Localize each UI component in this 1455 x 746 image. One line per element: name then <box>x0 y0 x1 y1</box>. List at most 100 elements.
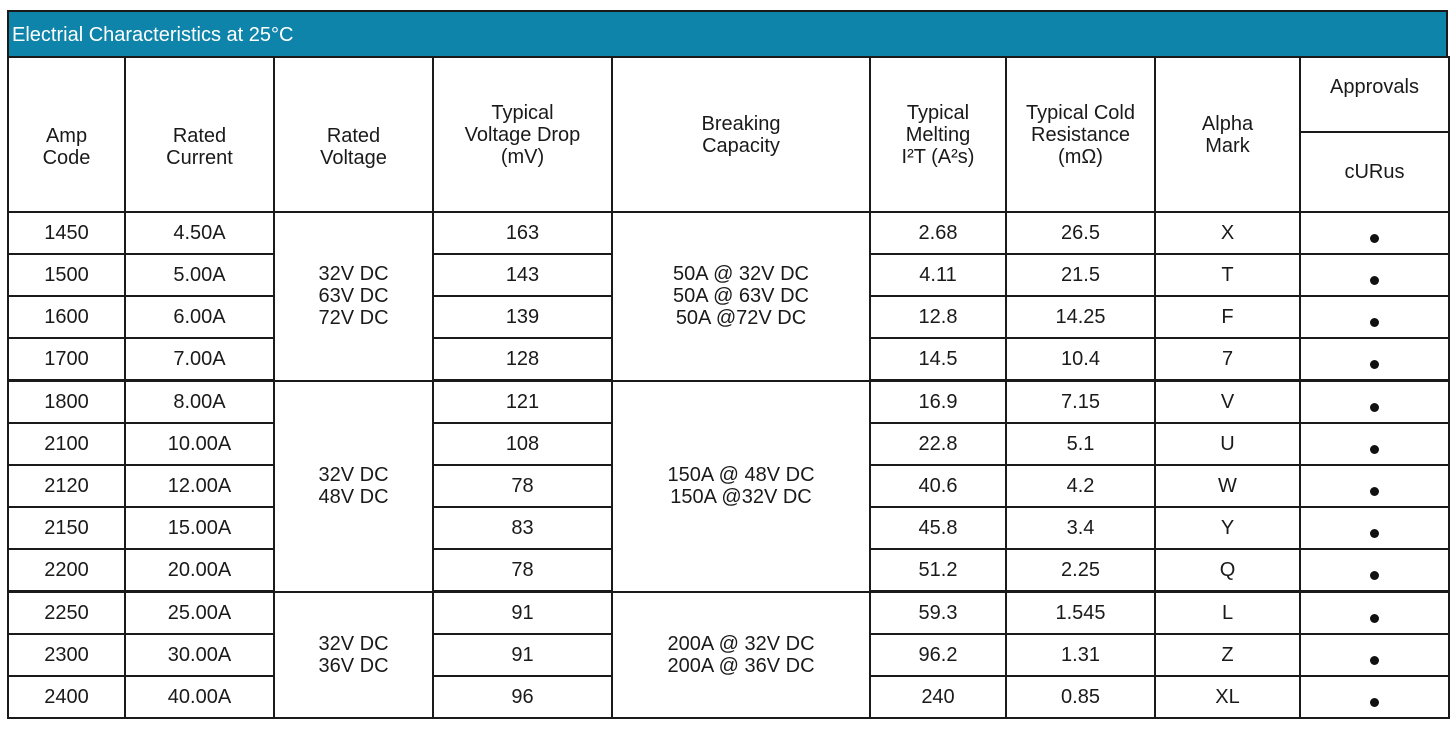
cell-rated-current: 5.00A <box>124 253 275 297</box>
rated-voltage-text: 32V DC 63V DC 72V DC <box>318 263 389 330</box>
cell-cold-resistance: 21.5 <box>1005 253 1156 297</box>
cell-rated-voltage-group: 32V DC 48V DC <box>273 379 434 593</box>
cell-rated-current: 25.00A <box>124 590 275 635</box>
table-row: 2300 30.00A 91 96.2 1.31 Z <box>7 633 1450 677</box>
table-header: Amp Code Rated Current Rated Voltage Typ… <box>7 56 1450 213</box>
cell-rated-current: 30.00A <box>124 633 275 677</box>
cell-amp-code: 1600 <box>7 295 126 339</box>
cell-alpha-mark: Z <box>1154 633 1301 677</box>
cell-breaking-capacity-group: 50A @ 32V DC 50A @ 63V DC 50A @72V DC <box>611 211 871 382</box>
cell-rated-current: 4.50A <box>124 211 275 255</box>
header-melting: Typical Melting I²T (A²s) <box>869 56 1007 213</box>
approval-bullet-icon <box>1370 529 1379 538</box>
cell-melting: 12.8 <box>869 295 1007 339</box>
breaking-capacity-text: 200A @ 32V DC 200A @ 36V DC <box>667 632 815 677</box>
cell-alpha-mark: T <box>1154 253 1301 297</box>
cell-rated-current: 10.00A <box>124 422 275 466</box>
cell-curus-approval <box>1299 633 1450 677</box>
cell-voltage-drop: 121 <box>432 379 613 424</box>
cell-amp-code: 1800 <box>7 379 126 424</box>
cell-cold-resistance: 5.1 <box>1005 422 1156 466</box>
cell-rated-current: 15.00A <box>124 506 275 550</box>
cell-voltage-drop: 78 <box>432 548 613 593</box>
table-row: 2120 12.00A 78 40.6 4.2 W <box>7 464 1450 508</box>
cell-alpha-mark: W <box>1154 464 1301 508</box>
cell-breaking-capacity-group: 150A @ 48V DC 150A @32V DC <box>611 379 871 593</box>
cell-cold-resistance: 1.31 <box>1005 633 1156 677</box>
cell-rated-current: 12.00A <box>124 464 275 508</box>
header-amp-code: Amp Code <box>7 56 126 213</box>
cell-amp-code: 2150 <box>7 506 126 550</box>
approval-bullet-icon <box>1370 276 1379 285</box>
table-body: 1450 4.50A 32V DC 63V DC 72V DC 163 50A @ 32… <box>7 211 1450 719</box>
table-row: 1800 8.00A 32V DC 48V DC 121 150A @ 48V DC 1… <box>7 379 1450 593</box>
cell-amp-code: 2250 <box>7 590 126 635</box>
cell-voltage-drop: 91 <box>432 633 613 677</box>
cell-curus-approval <box>1299 253 1450 297</box>
cell-alpha-mark: XL <box>1154 675 1301 719</box>
rated-voltage-text: 32V DC 36V DC <box>318 632 389 677</box>
cell-voltage-drop: 108 <box>432 422 613 466</box>
cell-cold-resistance: 1.545 <box>1005 590 1156 635</box>
cell-melting: 14.5 <box>869 337 1007 382</box>
cell-melting: 2.68 <box>869 211 1007 255</box>
cell-curus-approval <box>1299 590 1450 635</box>
table-row: 2250 25.00A 32V DC 36V DC 91 200A @ 32V DC 2… <box>7 590 1450 719</box>
electrical-characteristics-table: Amp Code Rated Current Rated Voltage Typ… <box>7 56 1450 719</box>
table-row: 1450 4.50A 32V DC 63V DC 72V DC 163 50A @ 32… <box>7 211 1450 382</box>
approval-bullet-icon <box>1370 403 1379 412</box>
table-row: 2100 10.00A 108 22.8 5.1 U <box>7 422 1450 466</box>
cell-alpha-mark: U <box>1154 422 1301 466</box>
cell-curus-approval <box>1299 211 1450 255</box>
cell-amp-code: 2120 <box>7 464 126 508</box>
breaking-capacity-text: 50A @ 32V DC 50A @ 63V DC 50A @72V DC <box>673 263 809 330</box>
table-row: 1700 7.00A 128 14.5 10.4 7 <box>7 337 1450 382</box>
cell-curus-approval <box>1299 422 1450 466</box>
cell-curus-approval <box>1299 337 1450 382</box>
approval-bullet-icon <box>1370 360 1379 369</box>
cell-rated-current: 7.00A <box>124 337 275 382</box>
cell-amp-code: 2400 <box>7 675 126 719</box>
cell-amp-code: 1500 <box>7 253 126 297</box>
approval-bullet-icon <box>1370 234 1379 243</box>
approval-bullet-icon <box>1370 698 1379 707</box>
table-row: 2200 20.00A 78 51.2 2.25 Q <box>7 548 1450 593</box>
breaking-capacity-text: 150A @ 48V DC 150A @32V DC <box>667 464 815 508</box>
header-rated-voltage: Rated Voltage <box>273 56 434 213</box>
cell-voltage-drop: 143 <box>432 253 613 297</box>
table-row: 2400 40.00A 96 240 0.85 XL <box>7 675 1450 719</box>
header-alpha-mark: Alpha Mark <box>1154 56 1301 213</box>
cell-cold-resistance: 0.85 <box>1005 675 1156 719</box>
table-title: Electrial Characteristics at 25°C <box>7 10 1448 56</box>
cell-melting: 40.6 <box>869 464 1007 508</box>
cell-voltage-drop: 128 <box>432 337 613 382</box>
cell-rated-voltage-group: 32V DC 36V DC <box>273 590 434 719</box>
cell-voltage-drop: 163 <box>432 211 613 255</box>
approval-bullet-icon <box>1370 614 1379 623</box>
header-approvals: Approvals <box>1299 56 1450 133</box>
cell-melting: 4.11 <box>869 253 1007 297</box>
cell-curus-approval <box>1299 464 1450 508</box>
header-curus: cURus <box>1299 131 1450 213</box>
cell-voltage-drop: 78 <box>432 464 613 508</box>
cell-melting: 16.9 <box>869 379 1007 424</box>
cell-alpha-mark: Y <box>1154 506 1301 550</box>
cell-melting: 59.3 <box>869 590 1007 635</box>
cell-cold-resistance: 14.25 <box>1005 295 1156 339</box>
approval-bullet-icon <box>1370 318 1379 327</box>
cell-voltage-drop: 139 <box>432 295 613 339</box>
header-voltage-drop: Typical Voltage Drop (mV) <box>432 56 613 213</box>
table-row: 2150 15.00A 83 45.8 3.4 Y <box>7 506 1450 550</box>
cell-amp-code: 1450 <box>7 211 126 255</box>
cell-cold-resistance: 4.2 <box>1005 464 1156 508</box>
cell-cold-resistance: 7.15 <box>1005 379 1156 424</box>
cell-voltage-drop: 91 <box>432 590 613 635</box>
cell-alpha-mark: V <box>1154 379 1301 424</box>
cell-curus-approval <box>1299 379 1450 424</box>
cell-rated-current: 8.00A <box>124 379 275 424</box>
cell-amp-code: 2100 <box>7 422 126 466</box>
cell-cold-resistance: 10.4 <box>1005 337 1156 382</box>
cell-breaking-capacity-group: 200A @ 32V DC 200A @ 36V DC <box>611 590 871 719</box>
cell-rated-current: 20.00A <box>124 548 275 593</box>
cell-alpha-mark: F <box>1154 295 1301 339</box>
